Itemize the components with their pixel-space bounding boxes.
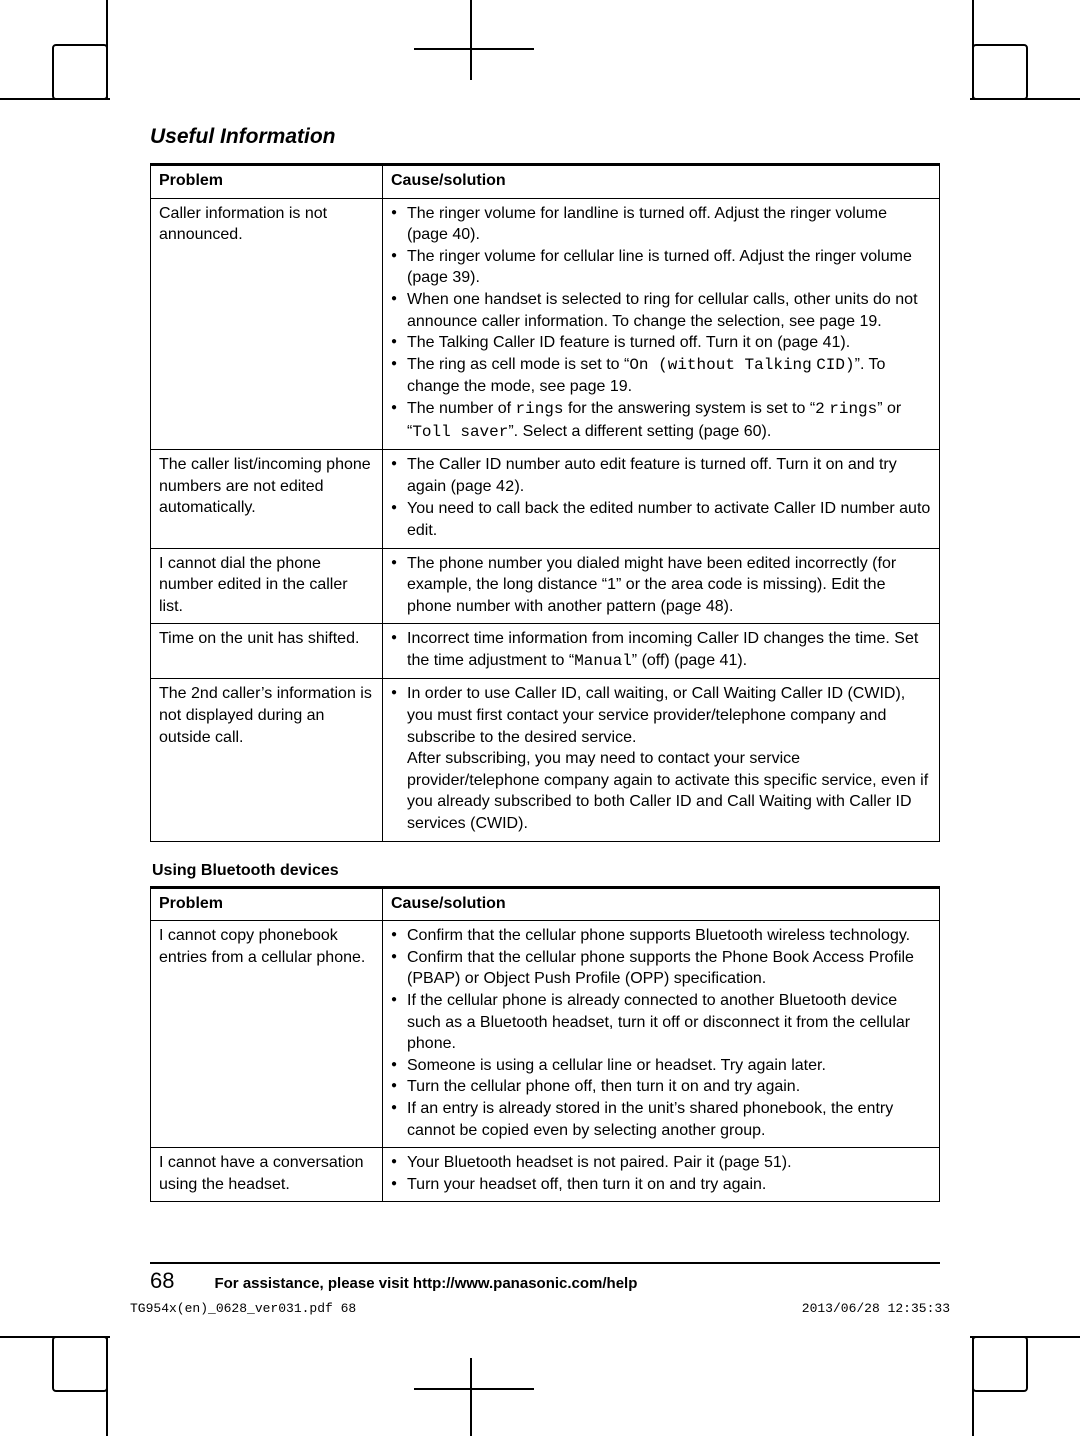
solution-item: The number of rings for the answering sy… xyxy=(391,398,931,443)
solution-item: Your Bluetooth headset is not paired. Pa… xyxy=(391,1152,931,1174)
solution-item: Incorrect time information from incoming… xyxy=(391,628,931,672)
print-file: TG954x(en)_0628_ver031.pdf 68 xyxy=(130,1301,356,1316)
solution-item: The Talking Caller ID feature is turned … xyxy=(391,332,931,354)
solution-item: In order to use Caller ID, call waiting,… xyxy=(391,683,931,834)
troubleshooting-table-2: Problem Cause/solution I cannot copy pho… xyxy=(150,888,940,1203)
solution-cell: Incorrect time information from incoming… xyxy=(383,624,940,679)
solution-item: Someone is using a cellular line or head… xyxy=(391,1055,931,1077)
solution-item: If an entry is already stored in the uni… xyxy=(391,1098,931,1141)
solution-item: The phone number you dialed might have b… xyxy=(391,553,931,618)
solution-cell: The ringer volume for landline is turned… xyxy=(383,198,940,450)
problem-cell: I cannot dial the phone number edited in… xyxy=(151,548,383,624)
th-solution: Cause/solution xyxy=(383,165,940,199)
problem-cell: The 2nd caller’s information is not disp… xyxy=(151,679,383,841)
solution-item: The ringer volume for landline is turned… xyxy=(391,203,931,246)
troubleshooting-table-1: Problem Cause/solution Caller informatio… xyxy=(150,163,940,842)
th-solution: Cause/solution xyxy=(383,888,940,921)
table-row: The 2nd caller’s information is not disp… xyxy=(151,679,940,841)
solution-item: Confirm that the cellular phone supports… xyxy=(391,925,931,947)
solution-item: You need to call back the edited number … xyxy=(391,498,931,541)
table-row: The caller list/incoming phone numbers a… xyxy=(151,450,940,548)
problem-cell: I cannot have a conversation using the h… xyxy=(151,1148,383,1202)
problem-cell: Time on the unit has shifted. xyxy=(151,624,383,679)
table-row: I cannot have a conversation using the h… xyxy=(151,1148,940,1202)
problem-cell: I cannot copy phonebook entries from a c… xyxy=(151,921,383,1148)
solution-item: Turn your headset off, then turn it on a… xyxy=(391,1174,931,1196)
footer-assist-text: For assistance, please visit http://www.… xyxy=(214,1275,637,1292)
solution-item: The Caller ID number auto edit feature i… xyxy=(391,454,931,498)
page-content: Useful Information Problem Cause/solutio… xyxy=(150,125,940,1294)
print-footer: TG954x(en)_0628_ver031.pdf 68 2013/06/28… xyxy=(130,1301,950,1316)
subheading-bluetooth: Using Bluetooth devices xyxy=(152,862,940,880)
th-problem: Problem xyxy=(151,888,383,921)
th-problem: Problem xyxy=(151,165,383,199)
page-number: 68 xyxy=(150,1268,174,1294)
solution-item: Turn the cellular phone off, then turn i… xyxy=(391,1076,931,1098)
solution-item: If the cellular phone is already connect… xyxy=(391,990,931,1055)
solution-cell: Confirm that the cellular phone supports… xyxy=(383,921,940,1148)
table-row: Caller information is not announced.The … xyxy=(151,198,940,450)
print-timestamp: 2013/06/28 12:35:33 xyxy=(802,1301,950,1316)
solution-item: The ringer volume for cellular line is t… xyxy=(391,246,931,289)
table-row: Time on the unit has shifted.Incorrect t… xyxy=(151,624,940,679)
solution-item: The ring as cell mode is set to “On (wit… xyxy=(391,354,931,398)
table-row: I cannot dial the phone number edited in… xyxy=(151,548,940,624)
solution-item: When one handset is selected to ring for… xyxy=(391,289,931,332)
problem-cell: The caller list/incoming phone numbers a… xyxy=(151,450,383,548)
solution-cell: The phone number you dialed might have b… xyxy=(383,548,940,624)
solution-cell: In order to use Caller ID, call waiting,… xyxy=(383,679,940,841)
section-heading: Useful Information xyxy=(150,125,940,149)
table-row: I cannot copy phonebook entries from a c… xyxy=(151,921,940,1148)
problem-cell: Caller information is not announced. xyxy=(151,198,383,450)
page-footer: 68 For assistance, please visit http://w… xyxy=(150,1264,940,1294)
solution-item: Confirm that the cellular phone supports… xyxy=(391,947,931,990)
solution-cell: The Caller ID number auto edit feature i… xyxy=(383,450,940,548)
solution-cell: Your Bluetooth headset is not paired. Pa… xyxy=(383,1148,940,1202)
